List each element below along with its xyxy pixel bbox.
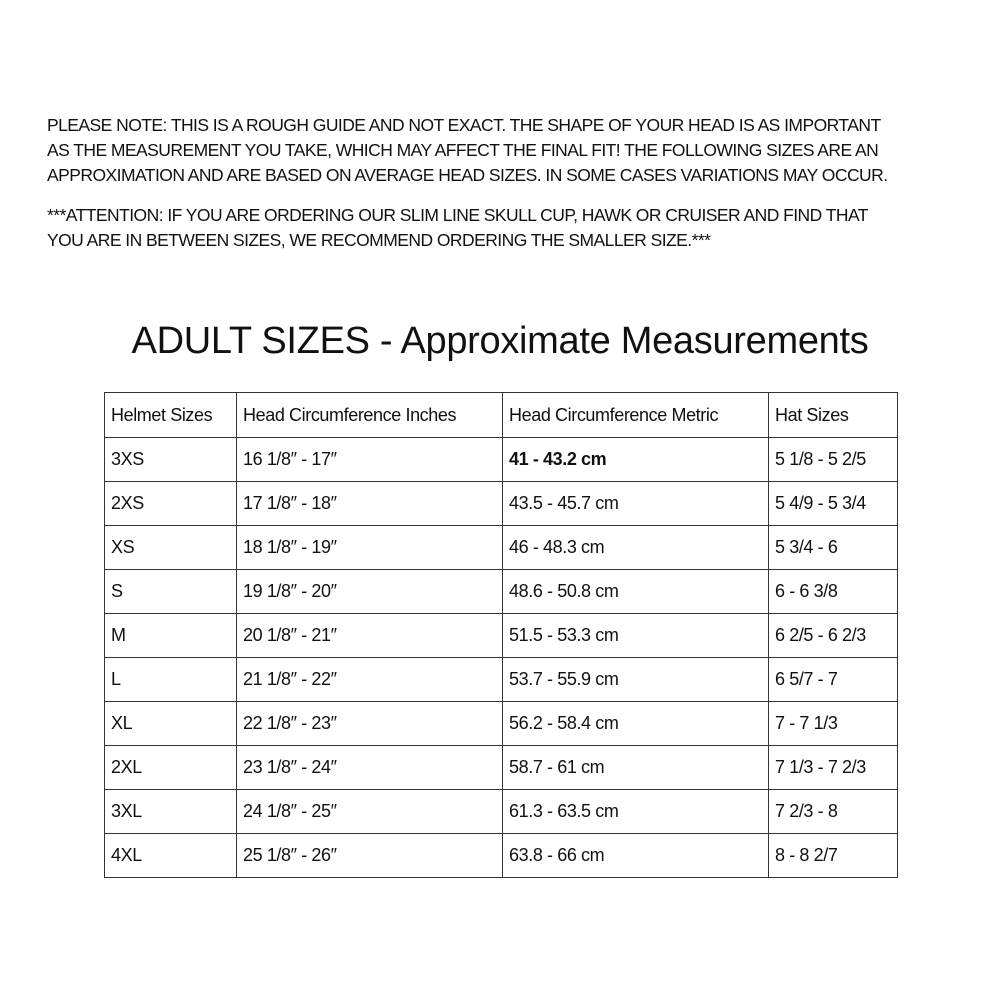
cell-helmet-size: 2XS (104, 481, 237, 526)
cell-helmet-size: 3XL (104, 789, 237, 834)
note-line: AS THE MEASUREMENT YOU TAKE, WHICH MAY A… (47, 140, 879, 160)
note-line: APPROXIMATION AND ARE BASED ON AVERAGE H… (47, 165, 888, 185)
table-row: 2XS 17 1/8″ - 18″ 43.5 - 45.7 cm 5 4/9 - 5 … (104, 481, 898, 526)
cell-metric: 51.5 - 53.3 cm (502, 613, 769, 658)
cell-hat-size: 6 5/7 - 7 (768, 657, 898, 702)
table-row: 2XL 23 1/8″ - 24″ 58.7 - 61 cm 7 1/3 - 7 2/… (104, 745, 898, 790)
table-row: XL 22 1/8″ - 23″ 56.2 - 58.4 cm 7 - 7 1/3 (104, 701, 898, 746)
cell-inches: 22 1/8″ - 23″ (236, 701, 503, 746)
cell-hat-size: 6 2/5 - 6 2/3 (768, 613, 898, 658)
header-inches: Head Circumference Inches (236, 392, 503, 438)
header-metric: Head Circumference Metric (502, 392, 769, 438)
cell-helmet-size: XS (104, 525, 237, 570)
cell-inches: 16 1/8″ - 17″ (236, 437, 503, 482)
cell-hat-size: 6 - 6 3/8 (768, 569, 898, 614)
note-line: YOU ARE IN BETWEEN SIZES, WE RECOMMEND O… (47, 230, 711, 250)
fit-disclaimer-note: PLEASE NOTE: THIS IS A ROUGH GUIDE AND N… (47, 113, 888, 188)
cell-inches: 19 1/8″ - 20″ (236, 569, 503, 614)
cell-hat-size: 8 - 8 2/7 (768, 833, 898, 878)
cell-hat-size: 7 - 7 1/3 (768, 701, 898, 746)
cell-helmet-size: XL (104, 701, 237, 746)
cell-helmet-size: 4XL (104, 833, 237, 878)
header-hat-sizes: Hat Sizes (768, 392, 898, 438)
cell-helmet-size: L (104, 657, 237, 702)
cell-hat-size: 7 2/3 - 8 (768, 789, 898, 834)
table-row: XS 18 1/8″ - 19″ 46 - 48.3 cm 5 3/4 - 6 (104, 525, 898, 570)
cell-inches: 23 1/8″ - 24″ (236, 745, 503, 790)
cell-inches: 25 1/8″ - 26″ (236, 833, 503, 878)
cell-hat-size: 7 1/3 - 7 2/3 (768, 745, 898, 790)
note-line: ***ATTENTION: IF YOU ARE ORDERING OUR SL… (47, 205, 868, 225)
page-title: ADULT SIZES - Approximate Measurements (131, 320, 869, 362)
cell-hat-size: 5 3/4 - 6 (768, 525, 898, 570)
table-row: 3XS 16 1/8″ - 17″ 41 - 43.2 cm 5 1/8 - 5 2/… (104, 437, 898, 482)
table-row: S 19 1/8″ - 20″ 48.6 - 50.8 cm 6 - 6 3/8 (104, 569, 898, 614)
table-header-row: Helmet Sizes Head Circumference Inches H… (104, 392, 898, 438)
cell-metric: 41 - 43.2 cm (502, 437, 769, 482)
table-row: M 20 1/8″ - 21″ 51.5 - 53.3 cm 6 2/5 - 6 2/… (104, 613, 898, 658)
cell-metric: 63.8 - 66 cm (502, 833, 769, 878)
cell-metric: 61.3 - 63.5 cm (502, 789, 769, 834)
cell-metric: 46 - 48.3 cm (502, 525, 769, 570)
cell-hat-size: 5 1/8 - 5 2/5 (768, 437, 898, 482)
cell-inches: 21 1/8″ - 22″ (236, 657, 503, 702)
cell-helmet-size: S (104, 569, 237, 614)
size-chart-table: Helmet Sizes Head Circumference Inches H… (104, 392, 898, 878)
cell-helmet-size: 3XS (104, 437, 237, 482)
cell-inches: 24 1/8″ - 25″ (236, 789, 503, 834)
attention-note: ***ATTENTION: IF YOU ARE ORDERING OUR SL… (47, 203, 868, 253)
cell-inches: 18 1/8″ - 19″ (236, 525, 503, 570)
cell-inches: 17 1/8″ - 18″ (236, 481, 503, 526)
cell-metric: 43.5 - 45.7 cm (502, 481, 769, 526)
note-line: PLEASE NOTE: THIS IS A ROUGH GUIDE AND N… (47, 115, 881, 135)
cell-helmet-size: 2XL (104, 745, 237, 790)
cell-hat-size: 5 4/9 - 5 3/4 (768, 481, 898, 526)
table-row: 4XL 25 1/8″ - 26″ 63.8 - 66 cm 8 - 8 2/7 (104, 833, 898, 878)
cell-inches: 20 1/8″ - 21″ (236, 613, 503, 658)
cell-helmet-size: M (104, 613, 237, 658)
cell-metric: 53.7 - 55.9 cm (502, 657, 769, 702)
header-helmet-sizes: Helmet Sizes (104, 392, 237, 438)
table-row: 3XL 24 1/8″ - 25″ 61.3 - 63.5 cm 7 2/3 - 8 (104, 789, 898, 834)
table-row: L 21 1/8″ - 22″ 53.7 - 55.9 cm 6 5/7 - 7 (104, 657, 898, 702)
cell-metric: 56.2 - 58.4 cm (502, 701, 769, 746)
cell-metric: 58.7 - 61 cm (502, 745, 769, 790)
cell-metric: 48.6 - 50.8 cm (502, 569, 769, 614)
